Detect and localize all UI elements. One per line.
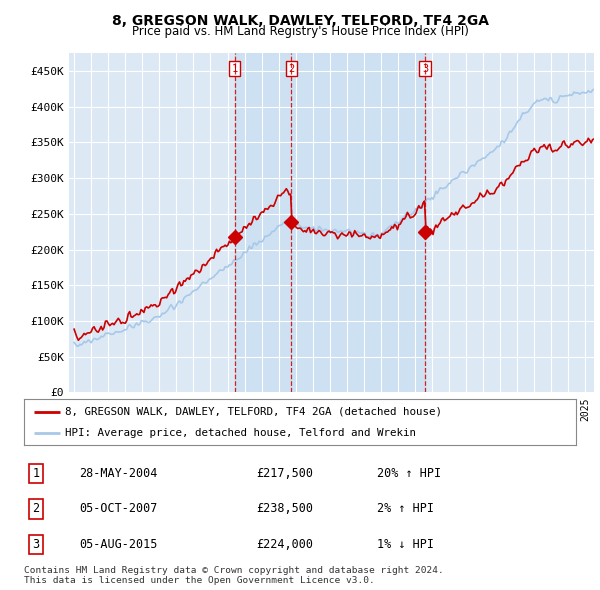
Text: 8, GREGSON WALK, DAWLEY, TELFORD, TF4 2GA: 8, GREGSON WALK, DAWLEY, TELFORD, TF4 2G… xyxy=(112,14,488,28)
Text: 1: 1 xyxy=(32,467,40,480)
Text: 20% ↑ HPI: 20% ↑ HPI xyxy=(377,467,442,480)
Text: Contains HM Land Registry data © Crown copyright and database right 2024.
This d: Contains HM Land Registry data © Crown c… xyxy=(24,566,444,585)
Text: 3: 3 xyxy=(32,538,40,551)
Text: 2: 2 xyxy=(32,503,40,516)
Text: 1% ↓ HPI: 1% ↓ HPI xyxy=(377,538,434,551)
Text: 05-OCT-2007: 05-OCT-2007 xyxy=(79,503,158,516)
Text: 28-MAY-2004: 28-MAY-2004 xyxy=(79,467,158,480)
Text: 05-AUG-2015: 05-AUG-2015 xyxy=(79,538,158,551)
Text: 2: 2 xyxy=(289,64,295,74)
Text: 3: 3 xyxy=(422,64,428,74)
Text: £217,500: £217,500 xyxy=(256,467,313,480)
Text: 1: 1 xyxy=(232,64,238,74)
Text: 8, GREGSON WALK, DAWLEY, TELFORD, TF4 2GA (detached house): 8, GREGSON WALK, DAWLEY, TELFORD, TF4 2G… xyxy=(65,407,442,417)
Text: HPI: Average price, detached house, Telford and Wrekin: HPI: Average price, detached house, Telf… xyxy=(65,428,416,438)
Bar xyxy=(235,53,425,392)
Text: £224,000: £224,000 xyxy=(256,538,313,551)
Text: £238,500: £238,500 xyxy=(256,503,313,516)
Text: Price paid vs. HM Land Registry's House Price Index (HPI): Price paid vs. HM Land Registry's House … xyxy=(131,25,469,38)
Text: 2% ↑ HPI: 2% ↑ HPI xyxy=(377,503,434,516)
